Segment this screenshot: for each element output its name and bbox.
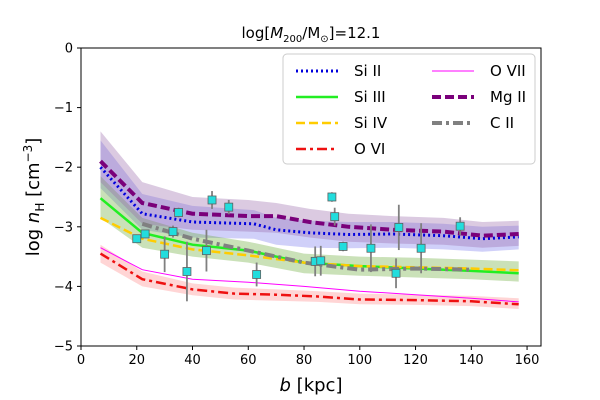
observation-point [132, 234, 142, 244]
observation-point [394, 204, 404, 251]
y-axis: 0 −1 −2 −3 −4 −5 [54, 42, 81, 355]
chart-title: log[M200/M⊙]=12.1 [242, 24, 381, 45]
observation-point [327, 192, 337, 202]
observation-point [207, 191, 217, 209]
data-marker [327, 192, 337, 202]
observation-point [416, 223, 426, 274]
legend-item-o-vii: O VII [432, 62, 526, 80]
observation-point [455, 217, 465, 236]
observation-point [366, 224, 376, 273]
data-marker [394, 222, 404, 232]
legend-item-si-iii: Si III [296, 88, 386, 106]
observation-point [202, 229, 211, 272]
legend-label: Mg II [490, 88, 526, 106]
series-line-o-vii [100, 247, 519, 303]
data-marker [316, 256, 326, 266]
data-marker [455, 221, 465, 231]
data-marker [224, 202, 234, 212]
y-tick-label: 0 [65, 42, 73, 57]
plot-area [99, 131, 519, 309]
data-marker [132, 234, 142, 244]
legend-item-si-iv: Si IV [296, 114, 388, 132]
x-tick-label: 20 [128, 353, 145, 368]
observation-point [224, 199, 234, 215]
observation-point [252, 262, 262, 287]
x-tick-label: 100 [347, 353, 372, 368]
series-line-o-vi [99, 252, 519, 306]
band-o-vi [100, 244, 519, 309]
data-marker [168, 227, 178, 236]
legend-box [282, 53, 536, 165]
data-marker [330, 212, 340, 222]
observation-point [338, 241, 348, 252]
data-marker [160, 249, 170, 259]
band-si-iii [100, 176, 519, 282]
observation-point [182, 241, 192, 302]
x-axis: 0 20 40 60 80 100 120 140 160 [77, 346, 540, 368]
observation-point [168, 225, 178, 238]
legend-label: C II [490, 114, 514, 132]
observation-point [330, 207, 340, 226]
data-marker [252, 270, 262, 279]
data-marker [207, 195, 217, 205]
legend-label: Si IV [354, 114, 388, 132]
data-marker [391, 268, 401, 278]
x-tick-label: 120 [403, 353, 428, 368]
observation-point [174, 207, 183, 218]
data-marker [366, 243, 376, 253]
legend-label: O VII [490, 62, 526, 80]
series-line-si-ii [99, 166, 519, 241]
x-tick-label: 160 [515, 353, 540, 368]
series-line-c-ii [141, 221, 472, 272]
legend-item-si-ii: Si II [296, 62, 381, 80]
legend-label: Si III [354, 88, 386, 106]
y-tick-label: −4 [54, 280, 73, 295]
observation-point [391, 258, 401, 289]
x-axis-label: b [kpc] [280, 375, 343, 396]
band-mg-ii [100, 131, 519, 248]
x-tick-label: 40 [184, 353, 201, 368]
y-tick-label: −1 [54, 101, 73, 116]
legend-label: O VI [354, 140, 385, 158]
y-axis-label: log nH [cm−3] [21, 138, 47, 257]
axes-frame [80, 47, 542, 347]
observation-point [316, 245, 326, 276]
data-marker [338, 242, 348, 251]
legend-item-o-vi: O VI [296, 140, 385, 158]
x-tick-label: 140 [459, 353, 484, 368]
observation-point [160, 236, 170, 273]
data-marker [140, 229, 150, 239]
legend-item-mg-ii: Mg II [432, 88, 526, 106]
legend: Si II Si III Si IV O VI O VII Mg II C II [282, 53, 536, 165]
legend-item-c-ii: C II [432, 114, 514, 132]
data-marker [416, 243, 426, 253]
band-si-ii [100, 140, 519, 252]
data-marker [174, 208, 183, 217]
observation-point [140, 229, 150, 239]
y-tick-label: −2 [54, 161, 73, 176]
legend-label: Si II [354, 62, 381, 80]
y-tick-label: −3 [54, 220, 73, 235]
x-tick-label: 80 [296, 353, 313, 368]
data-marker [182, 267, 192, 276]
data-marker [202, 246, 211, 256]
x-tick-label: 60 [240, 353, 257, 368]
y-tick-label: −5 [54, 340, 73, 355]
x-tick-label: 0 [77, 353, 85, 368]
